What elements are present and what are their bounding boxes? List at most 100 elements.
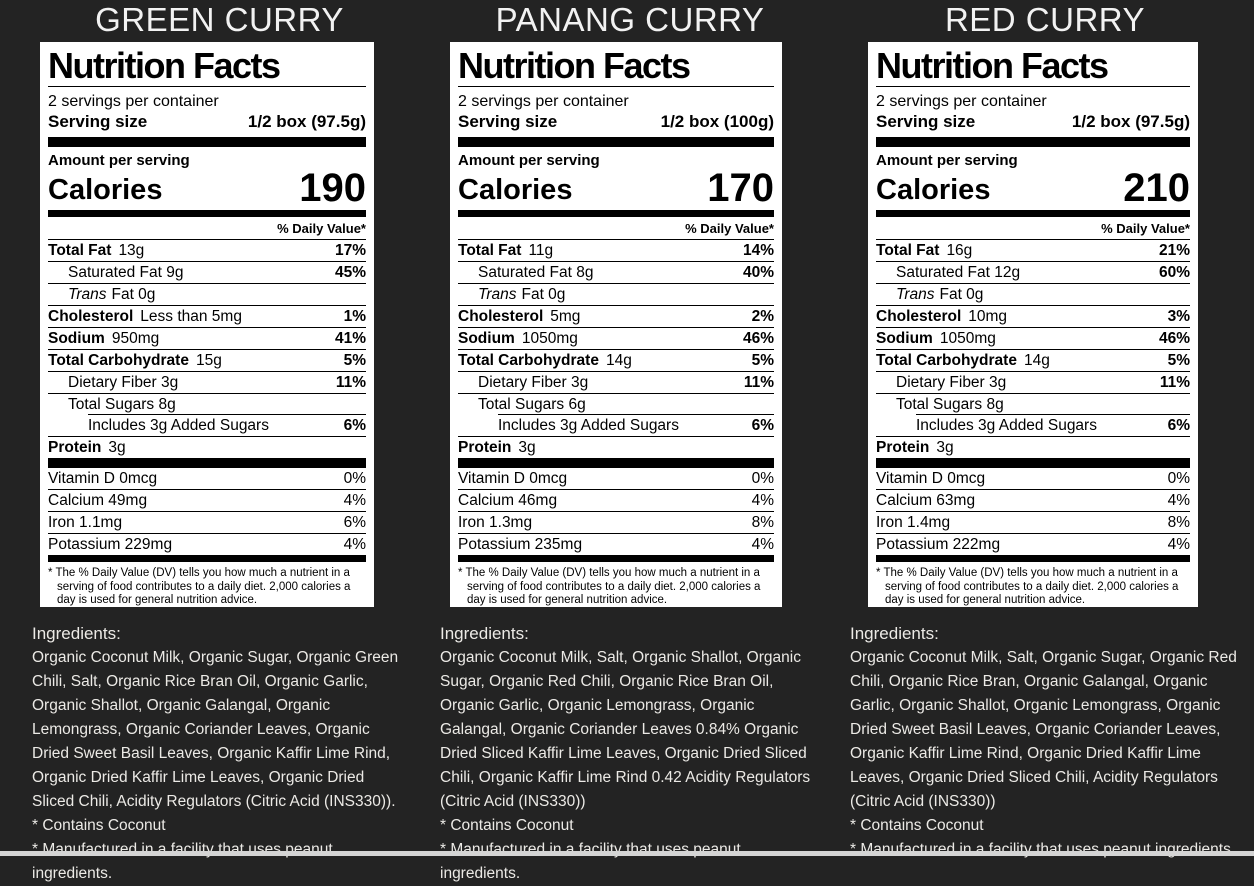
product-title: GREEN CURRY: [95, 1, 344, 38]
nutrient-row: Includes 3g Added Sugars 6%: [876, 414, 1190, 436]
nutrient-row: Calcium 49mg 4%: [48, 489, 366, 511]
nutrient-daily-value: 60%: [1158, 263, 1190, 281]
daily-value-footnote: * The % Daily Value (DV) tells you how m…: [876, 567, 1179, 606]
nutrient-row: Sodium 950mg 41%: [48, 327, 366, 349]
serving-size-row: Serving size 1/2 box (97.5g): [876, 111, 1190, 137]
nutrient-name: Includes 3g Added Sugars: [498, 416, 679, 434]
nutrient-daily-value: 45%: [334, 263, 366, 281]
nutrient-row: Protein 3g: [48, 436, 366, 458]
nutrient-daily-value: 5%: [751, 351, 774, 369]
nutrient-name: Total Fat 16g: [876, 241, 973, 259]
nutrient-row: Calcium 46mg 4%: [458, 489, 774, 511]
nutrient-daily-value: 2%: [751, 307, 774, 325]
nutrient-name: Total Carbohydrate 14g: [876, 351, 1050, 369]
nutrient-row: Dietary Fiber 3g 11%: [48, 371, 366, 393]
facility-note: * Manufactured in a facility that uses p…: [850, 841, 1236, 858]
nutrient-row: Sodium 1050mg 46%: [458, 327, 774, 349]
calories-value: 210: [1123, 166, 1190, 210]
contains-note: * Contains Coconut: [850, 817, 984, 834]
nutrient-daily-value: 4%: [751, 491, 774, 509]
ingredients-section: Ingredients: Organic Coconut Milk, Salt,…: [440, 622, 820, 886]
nutrient-row: Total Fat 16g 21%: [876, 240, 1190, 261]
product-red-curry: RED CURRY Nutrition Facts 2 servings per…: [850, 0, 1240, 862]
nutrient-name: Potassium 222mg: [876, 535, 1001, 553]
nutrient-name: Includes 3g Added Sugars: [88, 416, 269, 434]
nutrient-name: Saturated Fat 8g: [478, 263, 594, 281]
nutrient-name: Cholesterol 5mg: [458, 307, 581, 325]
ingredients-text: Organic Coconut Milk, Organic Sugar, Org…: [32, 649, 399, 810]
daily-value-footnote: * The % Daily Value (DV) tells you how m…: [458, 567, 761, 606]
nutrition-facts-label: Nutrition Facts 2 servings per container…: [868, 42, 1198, 607]
nutrient-daily-value: 40%: [742, 263, 774, 281]
amount-per-serving: Amount per serving: [48, 152, 190, 169]
nutrient-row: Trans Fat 0g: [48, 283, 366, 305]
nutrient-name: Cholesterol 10mg: [876, 307, 1008, 325]
nutrient-daily-value: 8%: [1167, 513, 1190, 531]
nutrient-name: Includes 3g Added Sugars: [916, 416, 1097, 434]
divider-thick: [48, 458, 366, 468]
nutrition-facts-heading: Nutrition Facts: [48, 47, 366, 87]
calories-value: 190: [299, 166, 366, 210]
nutrient-name: Iron 1.1mg: [48, 513, 123, 531]
divider-medium: [48, 210, 366, 217]
nutrient-row: Potassium 229mg 4%: [48, 533, 366, 555]
nutrient-daily-value: 14%: [742, 241, 774, 259]
nutrient-row: Trans Fat 0g: [458, 283, 774, 305]
nutrient-name: Vitamin D 0mcg: [458, 469, 568, 487]
nutrient-row: Total Carbohydrate 14g 5%: [458, 349, 774, 371]
nutrient-row: Total Sugars 6g: [458, 393, 774, 415]
ingredients-heading: Ingredients:: [440, 624, 529, 643]
nutrient-row: Cholesterol Less than 5mg 1%: [48, 305, 366, 327]
daily-value-header: % Daily Value*: [876, 217, 1190, 240]
nutrient-row: Calcium 63mg 4%: [876, 489, 1190, 511]
nutrient-daily-value: 5%: [1167, 351, 1190, 369]
divider-medium: [48, 555, 366, 562]
nutrient-daily-value: 6%: [343, 416, 366, 434]
nutrient-daily-value: 0%: [751, 469, 774, 487]
calories-label: Calories: [876, 174, 991, 206]
nutrient-name: Iron 1.3mg: [458, 513, 533, 531]
nutrient-row: Vitamin D 0mcg 0%: [876, 468, 1190, 489]
nutrient-name: Sodium 1050mg: [458, 329, 578, 347]
divider-medium: [876, 210, 1190, 217]
serving-size-row: Serving size 1/2 box (100g): [458, 111, 774, 137]
nutrient-daily-value: 6%: [751, 416, 774, 434]
nutrition-facts-heading: Nutrition Facts: [458, 47, 774, 87]
nutrient-name: Trans Fat 0g: [478, 285, 566, 303]
serving-size-label: Serving size: [48, 112, 148, 131]
nutrient-row: Cholesterol 5mg 2%: [458, 305, 774, 327]
nutrient-name: Calcium 46mg: [458, 491, 558, 509]
nutrient-name: Calcium 63mg: [876, 491, 976, 509]
ingredients-heading: Ingredients:: [32, 624, 121, 643]
nutrient-name: Total Carbohydrate 14g: [458, 351, 632, 369]
photo-bottom-edge: [0, 851, 1254, 856]
serving-size-value: 1/2 box (100g): [660, 112, 774, 131]
nutrient-daily-value: 4%: [751, 535, 774, 553]
nutrient-name: Dietary Fiber 3g: [68, 373, 179, 391]
nutrient-row: Total Sugars 8g: [876, 393, 1190, 415]
nutrient-row: Total Fat 13g 17%: [48, 240, 366, 261]
nutrient-name: Saturated Fat 9g: [68, 263, 184, 281]
nutrient-daily-value: 11%: [1159, 373, 1190, 391]
nutrient-row: Cholesterol 10mg 3%: [876, 305, 1190, 327]
serving-size-label: Serving size: [876, 112, 976, 131]
nutrient-row: Saturated Fat 12g 60%: [876, 261, 1190, 283]
nutrient-name: Potassium 235mg: [458, 535, 583, 553]
ingredients-heading: Ingredients:: [850, 624, 939, 643]
nutrient-daily-value: 46%: [1158, 329, 1190, 347]
daily-value-header: % Daily Value*: [458, 217, 774, 240]
nutrient-name: Vitamin D 0mcg: [48, 469, 158, 487]
contains-note: * Contains Coconut: [32, 817, 166, 834]
nutrient-row: Sodium 1050mg 46%: [876, 327, 1190, 349]
divider-thick: [458, 458, 774, 468]
nutrient-row: Potassium 235mg 4%: [458, 533, 774, 555]
amount-per-serving: Amount per serving: [458, 152, 600, 169]
nutrient-row: Dietary Fiber 3g 11%: [458, 371, 774, 393]
nutrient-name: Total Fat 11g: [458, 241, 554, 259]
nutrient-daily-value: 4%: [1167, 491, 1190, 509]
nutrient-name: Total Carbohydrate 15g: [48, 351, 222, 369]
nutrient-daily-value: 46%: [742, 329, 774, 347]
nutrient-name: Potassium 229mg: [48, 535, 173, 553]
nutrient-name: Trans Fat 0g: [68, 285, 156, 303]
nutrient-daily-value: 6%: [1167, 416, 1190, 434]
